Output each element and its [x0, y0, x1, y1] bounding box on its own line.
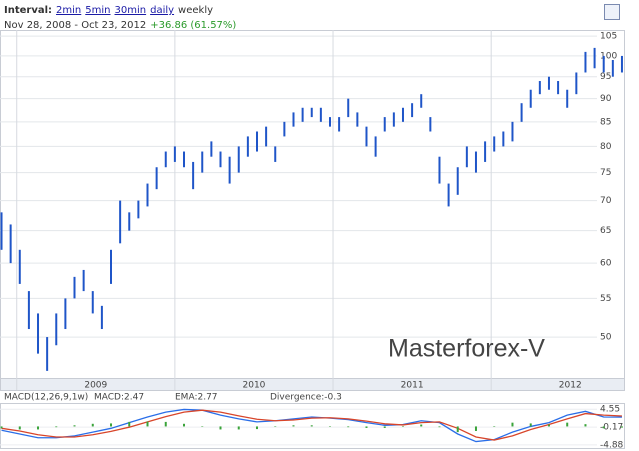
divergence-bar — [493, 426, 496, 427]
macd-title: MACD(12,26,9,1w) — [4, 393, 88, 403]
price-change: +36.86 (61.57%) — [150, 20, 237, 31]
range-row: Nov 28, 2008 - Oct 23, 2012 +36.86 (61.57… — [4, 18, 236, 33]
y-tick-label: 4.55 — [600, 405, 620, 415]
divergence-bar — [37, 426, 40, 430]
divergence-bar — [292, 425, 295, 427]
macd-line — [1, 409, 622, 441]
interval-link[interactable]: daily — [150, 5, 175, 16]
divergence-bar — [255, 426, 258, 430]
divergence-bar — [620, 426, 623, 428]
macd-line — [1, 408, 622, 443]
y-tick-label: 55 — [600, 294, 611, 304]
y-tick-label: 90 — [600, 94, 612, 104]
divergence-bar — [164, 421, 167, 427]
y-tick-label: 85 — [600, 117, 611, 127]
divergence-bar — [529, 423, 532, 427]
interval-link[interactable]: 30min — [114, 5, 147, 16]
x-tick-label: 2011 — [401, 381, 424, 391]
divergence-bar — [0, 426, 3, 429]
divergence-bar — [146, 421, 149, 427]
legend-entry: EMA:2.77 — [175, 393, 218, 403]
divergence-bar — [566, 422, 569, 427]
divergence-bar — [401, 426, 404, 427]
divergence-bar — [18, 426, 21, 430]
divergence-bar — [547, 424, 550, 427]
divergence-bar — [128, 421, 131, 427]
divergence-bar — [365, 426, 368, 428]
divergence-bar — [602, 426, 605, 429]
header: Interval: 2min 5min 30min daily weekly Nov 28… — [4, 3, 236, 33]
divergence-bar — [219, 426, 222, 430]
interval-row: Interval: 2min 5min 30min daily weekly — [4, 3, 236, 18]
y-tick-label: 60 — [600, 259, 612, 269]
y-tick-label: -0.17 — [600, 423, 623, 433]
legend-entry: MACD:2.47 — [94, 393, 144, 403]
divergence-bar — [328, 426, 331, 427]
x-tick-label: 2009 — [84, 381, 107, 391]
divergence-bar — [383, 426, 386, 428]
divergence-bar — [511, 422, 514, 427]
divergence-bar — [456, 426, 459, 433]
x-tick-label: 2010 — [243, 381, 266, 391]
divergence-bar — [274, 426, 277, 427]
y-tick-label: 65 — [600, 226, 611, 236]
divergence-bar — [237, 426, 240, 430]
current-interval: weekly — [178, 5, 214, 16]
divergence-bar — [310, 425, 313, 427]
y-tick-label: 50 — [600, 333, 612, 343]
divergence-bar — [584, 424, 587, 427]
divergence-bar — [183, 423, 186, 427]
divergence-bar — [420, 424, 423, 427]
x-tick-label: 2012 — [559, 381, 582, 391]
y-tick-label: 105 — [600, 32, 617, 42]
y-tick-label: 100 — [600, 51, 617, 61]
y-tick-label: 95 — [600, 72, 611, 82]
divergence-bar — [347, 426, 350, 428]
y-tick-label: 80 — [600, 142, 612, 152]
y-tick-label: 70 — [600, 196, 612, 206]
watermark: Masterforex-V — [388, 335, 545, 363]
plot-frame — [0, 30, 625, 379]
divergence-bar — [73, 425, 76, 427]
year-band — [0, 378, 625, 391]
y-tick-label: -4.88 — [600, 440, 624, 450]
interval-link[interactable]: 5min — [85, 5, 111, 16]
expand-button[interactable] — [604, 4, 620, 20]
divergence-bar — [110, 423, 113, 427]
interval-link[interactable]: 2min — [56, 5, 82, 16]
y-tick-label: 75 — [600, 168, 611, 178]
legend-entry: Divergence:-0.3 — [270, 393, 342, 403]
interval-links: 2min 5min 30min daily — [52, 5, 174, 16]
divergence-bar — [91, 423, 94, 427]
divergence-bar — [55, 426, 58, 428]
date-range: Nov 28, 2008 - Oct 23, 2012 — [4, 20, 147, 31]
divergence-bar — [474, 426, 477, 431]
interval-label: Interval: — [4, 5, 53, 16]
divergence-bar — [438, 426, 441, 428]
divergence-bar — [201, 426, 204, 427]
